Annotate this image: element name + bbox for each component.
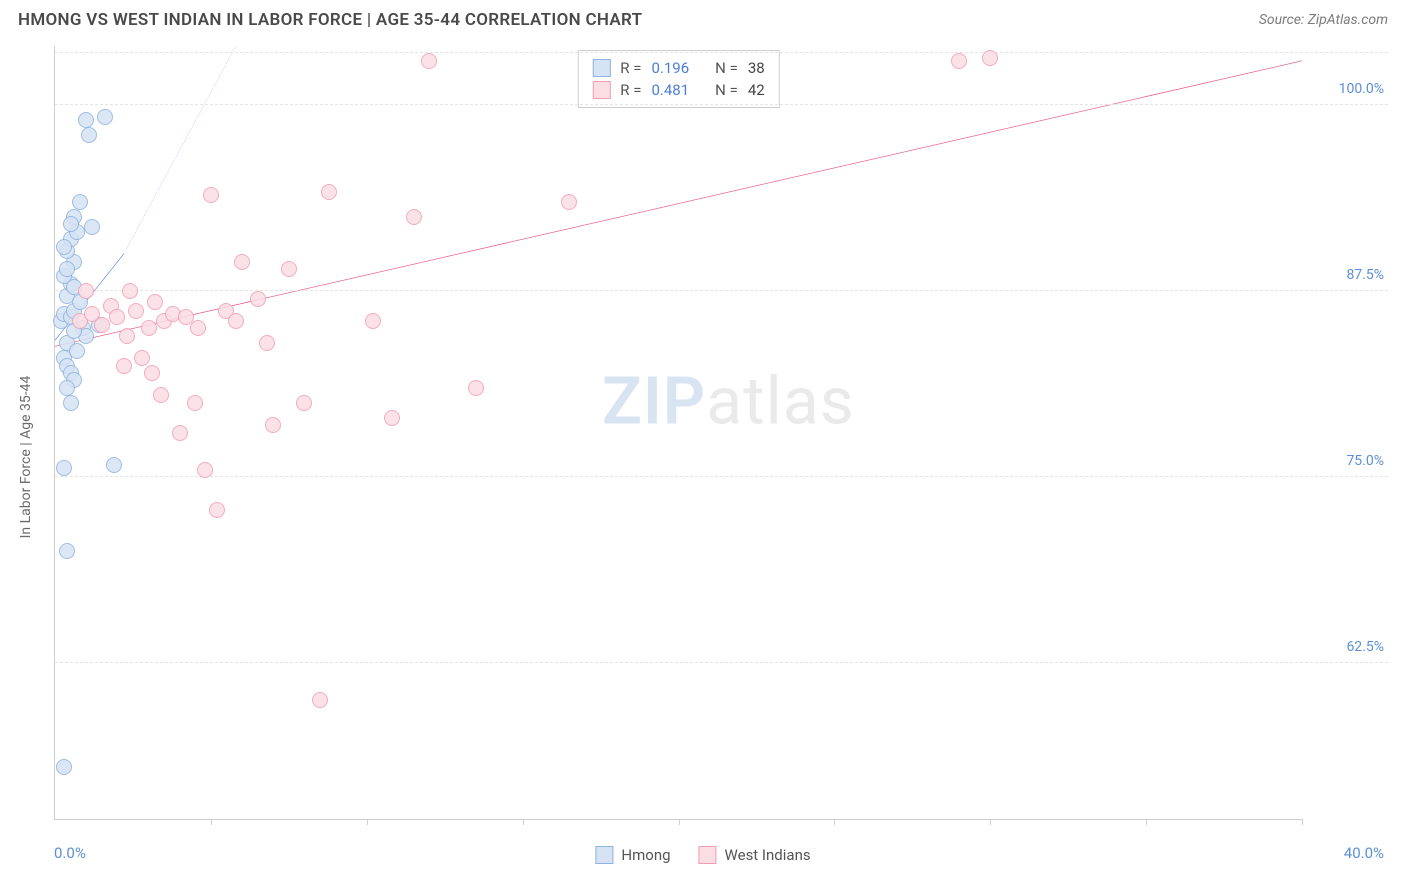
y-tick-label: 62.5% [1346, 639, 1384, 655]
data-point [63, 216, 79, 232]
r-value: 0.196 [651, 59, 689, 77]
data-point [250, 291, 266, 307]
y-tick-label: 100.0% [1339, 81, 1384, 97]
legend-label: Hmong [621, 846, 670, 864]
n-value: 38 [748, 59, 765, 77]
legend-label: West Indians [725, 846, 811, 864]
data-point [56, 239, 72, 255]
y-tick-label: 75.0% [1346, 453, 1384, 469]
data-point [56, 460, 72, 476]
data-point [203, 187, 219, 203]
plot-area: ZIPatlas R = 0.196 N = 38 R = 0.481 N = … [54, 46, 1302, 820]
legend-swatch [592, 59, 610, 77]
legend-row: R = 0.196 N = 38 [592, 57, 764, 79]
data-point [187, 395, 203, 411]
y-axis-title: In Labor Force | Age 35-44 [18, 376, 34, 539]
data-point [197, 462, 213, 478]
gridline [55, 476, 1388, 477]
r-label: R = [620, 59, 641, 77]
x-tick [211, 819, 212, 825]
chart-title: HMONG VS WEST INDIAN IN LABOR FORCE | AG… [18, 10, 642, 30]
r-value: 0.481 [651, 81, 689, 99]
data-point [59, 380, 75, 396]
data-point [321, 184, 337, 200]
gridline [55, 662, 1388, 663]
data-point [365, 313, 381, 329]
data-point [468, 380, 484, 396]
data-point [59, 261, 75, 277]
legend-row: R = 0.481 N = 42 [592, 79, 764, 101]
legend-series: Hmong West Indians [595, 846, 810, 864]
data-point [69, 343, 85, 359]
x-tick [1146, 819, 1147, 825]
data-point [265, 417, 281, 433]
gridline [55, 104, 1388, 105]
data-point [234, 254, 250, 270]
x-tick [1302, 819, 1303, 825]
legend-swatch [592, 81, 610, 99]
legend-stats: R = 0.196 N = 38 R = 0.481 N = 42 [577, 50, 779, 108]
data-point [78, 112, 94, 128]
r-label: R = [620, 81, 641, 99]
data-point [421, 53, 437, 69]
data-point [561, 194, 577, 210]
data-point [228, 313, 244, 329]
trend-line-extrapolated [124, 46, 236, 254]
x-tick [679, 819, 680, 825]
data-point [312, 692, 328, 708]
data-point [106, 457, 122, 473]
data-point [97, 109, 113, 125]
data-point [982, 50, 998, 66]
data-point [109, 309, 125, 325]
data-point [147, 294, 163, 310]
data-point [296, 395, 312, 411]
data-point [122, 283, 138, 299]
x-tick [834, 819, 835, 825]
data-point [209, 502, 225, 518]
legend-item: West Indians [699, 846, 811, 864]
data-point [72, 194, 88, 210]
data-point [281, 261, 297, 277]
data-point [56, 759, 72, 775]
x-tick [367, 819, 368, 825]
data-point [63, 395, 79, 411]
data-point [94, 317, 110, 333]
data-point [116, 358, 132, 374]
data-point [190, 320, 206, 336]
x-tick [990, 819, 991, 825]
chart-container: In Labor Force | Age 35-44 ZIPatlas R = … [18, 40, 1388, 874]
data-point [259, 335, 275, 351]
data-point [384, 410, 400, 426]
trend-lines [55, 46, 1302, 819]
data-point [78, 283, 94, 299]
x-axis-min-label: 0.0% [54, 844, 86, 862]
data-point [119, 328, 135, 344]
data-point [951, 53, 967, 69]
chart-header: HMONG VS WEST INDIAN IN LABOR FORCE | AG… [0, 0, 1406, 38]
n-value: 42 [748, 81, 765, 99]
data-point [128, 303, 144, 319]
legend-swatch [595, 846, 613, 864]
data-point [144, 365, 160, 381]
chart-source: Source: ZipAtlas.com [1259, 12, 1388, 28]
data-point [406, 209, 422, 225]
data-point [59, 543, 75, 559]
data-point [153, 387, 169, 403]
data-point [84, 219, 100, 235]
x-axis-max-label: 40.0% [1344, 844, 1384, 862]
data-point [81, 127, 97, 143]
gridline [55, 52, 1388, 53]
data-point [134, 350, 150, 366]
legend-item: Hmong [595, 846, 670, 864]
n-label: N = [715, 81, 738, 99]
data-point [172, 425, 188, 441]
y-tick-label: 87.5% [1346, 267, 1384, 283]
x-tick [523, 819, 524, 825]
n-label: N = [715, 59, 738, 77]
legend-swatch [699, 846, 717, 864]
data-point [141, 320, 157, 336]
